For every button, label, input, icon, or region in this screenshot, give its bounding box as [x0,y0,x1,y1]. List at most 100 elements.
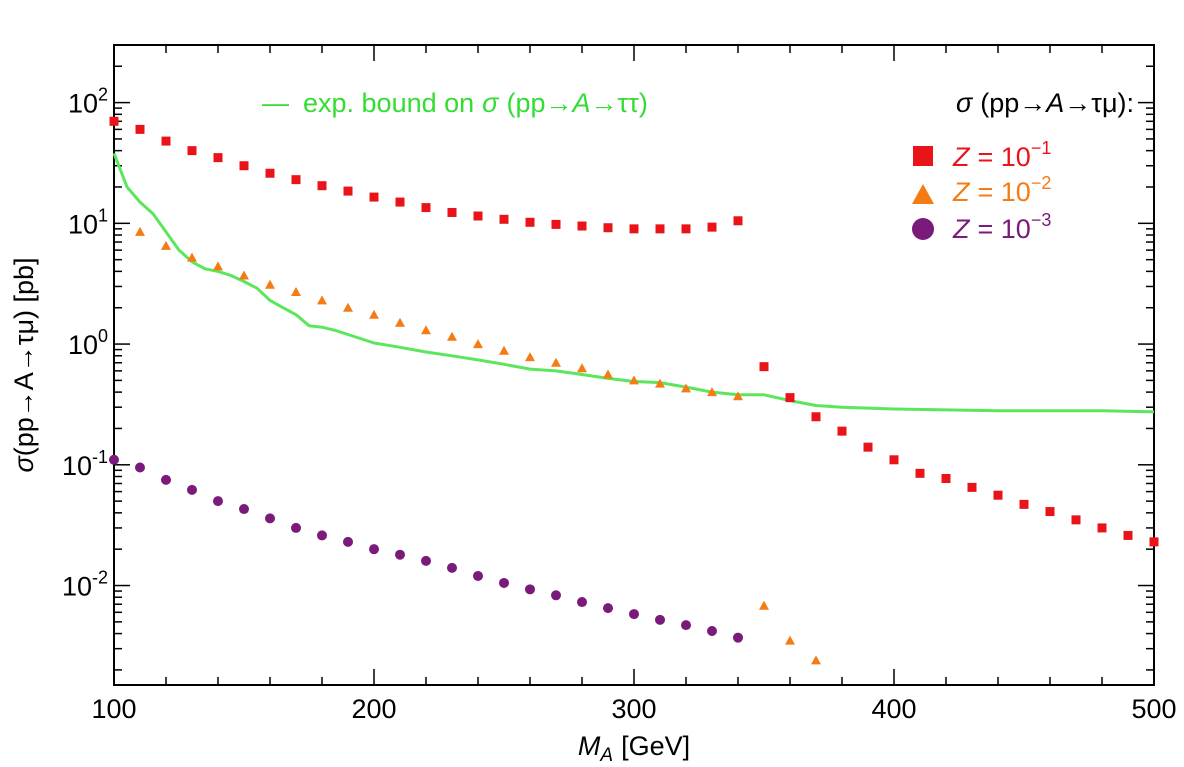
square-point [1071,515,1081,525]
legend-circle-marker [912,218,934,240]
square-point [733,216,743,226]
legend-z1: Z = 10−1 [952,138,1051,172]
circle-point [343,536,353,547]
circle-point [655,614,665,625]
x-tick-label: 500 [1131,694,1176,724]
data-markers [109,116,1159,665]
legend-z3: Z = 10−3 [952,210,1051,244]
triangle-point [707,387,717,397]
legend-title-p2: →τμ): [1064,88,1134,118]
circle-point [421,555,431,566]
y-tick-exponent: -1 [92,447,108,467]
x-axis-unit: [GeV] [621,731,690,761]
square-point [811,412,821,422]
legend-title-sigma: σ [956,88,974,118]
square-point [941,474,951,484]
legend-z3-Z: Z [952,214,971,244]
square-point [577,221,587,231]
square-point [161,136,171,146]
square-point [525,217,535,227]
square-point [265,168,275,178]
square-point [863,442,873,452]
x-axis-symbol: M [578,731,601,761]
y-tick-base: 10 [62,572,92,602]
triangle-point [499,345,509,355]
square-point [109,116,119,126]
square-point [499,214,509,224]
y-axis-process: (pp→A→τμ) [pb] [9,257,39,456]
square-point [681,224,691,234]
circle-point [109,454,119,465]
square-point [889,455,899,465]
circle-point [317,530,327,541]
legend-bound-sigma: σ [482,88,500,118]
square-point [1149,537,1159,547]
legend-z2-exp: −2 [1031,173,1052,193]
square-point [1123,530,1133,540]
triangle-point [317,295,327,305]
y-tick-label: 10-2 [62,568,108,602]
circle-point [629,609,639,620]
circle-point [603,603,613,614]
y-tick-base: 10 [68,330,98,360]
series-square [109,116,1159,547]
square-point [1019,499,1029,509]
legend-bound: — exp. bound on σ (pp→A→ττ) [262,88,648,118]
square-point [395,197,405,207]
square-point [785,393,795,403]
x-axis-subscript: A [599,745,613,766]
square-point [473,211,483,221]
triangle-point [733,391,743,401]
legend-title-p1: (pp→ [980,88,1046,118]
triangle-point [525,352,535,362]
square-point [291,175,301,185]
legend-z1-Z: Z [952,142,971,172]
x-tick-label: 100 [91,694,136,724]
legend-z2-eq: = 10 [978,177,1031,207]
triangle-point [759,600,769,610]
y-tick-label: 102 [68,85,108,119]
series-circle [109,454,743,643]
legend-bound-dash: — [262,88,289,118]
triangle-point [629,375,639,385]
square-point [551,219,561,229]
circle-point [395,549,405,560]
circle-point [707,626,717,637]
legend-title: σ (pp→A→τμ): [956,88,1134,118]
x-tick-label: 300 [611,694,656,724]
legend-triangle-marker [912,184,934,204]
triangle-point [291,286,301,296]
square-point [629,224,639,234]
square-point [603,223,613,233]
square-point [993,490,1003,500]
circle-point [681,620,691,631]
square-point [447,207,457,217]
triangle-point [421,325,431,335]
triangle-point [577,363,587,373]
y-tick-exponent: 0 [98,326,108,346]
triangle-point [265,279,275,289]
x-tick-label: 400 [871,694,916,724]
legend-z1-eq: = 10 [978,142,1031,172]
legend-bound-A: A [570,88,590,118]
bound-curve [112,152,1155,414]
circle-point [551,590,561,601]
y-axis-sigma: σ [9,455,39,473]
triangle-point [161,240,171,250]
triangle-point [213,261,223,271]
circle-point [369,544,379,555]
y-tick-base: 10 [68,209,98,239]
triangle-point [785,635,795,645]
triangle-point [681,383,691,393]
y-tick-base: 10 [68,89,98,119]
legend-bound-prefix: exp. bound on [303,88,474,118]
legend-z2-Z: Z [952,177,971,207]
circle-point [161,474,171,485]
circle-point [733,632,743,643]
triangle-point [811,655,821,665]
circle-point [473,570,483,581]
circle-point [525,584,535,595]
triangle-point [395,317,405,327]
y-tick-label: 10-1 [62,447,108,481]
